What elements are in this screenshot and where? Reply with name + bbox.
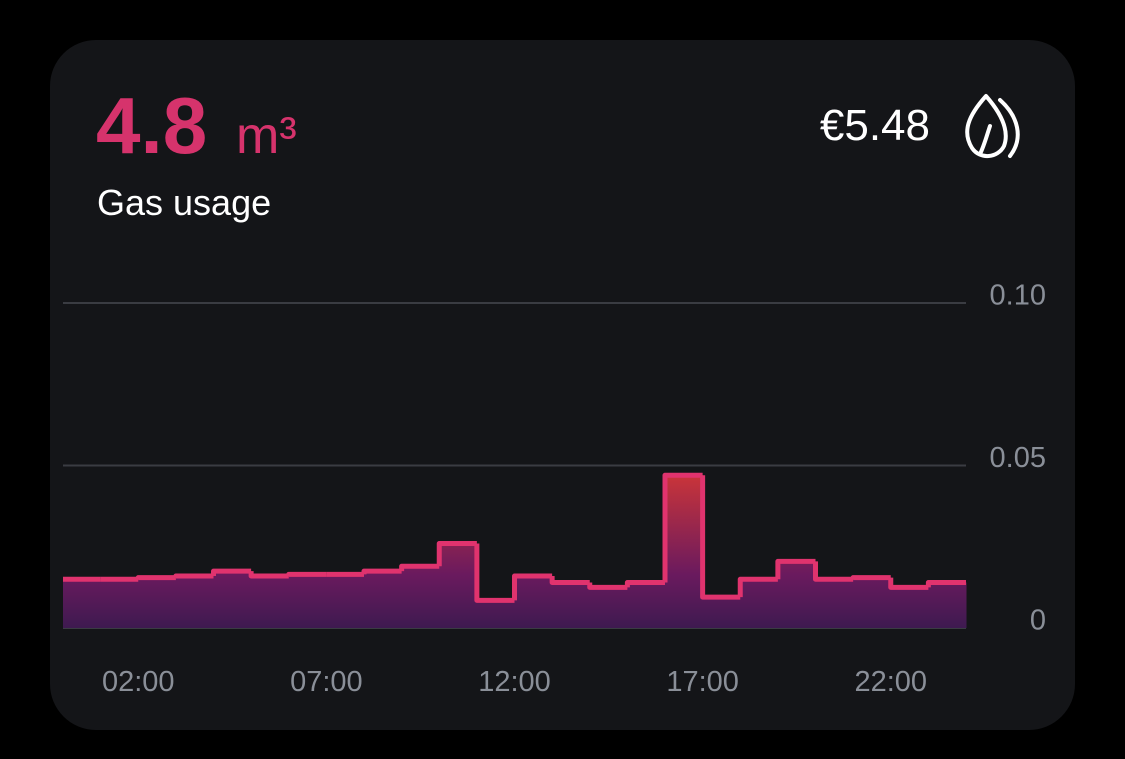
line-step [286, 571, 327, 577]
area-step [702, 597, 741, 628]
line-step [850, 575, 891, 581]
line-step [248, 571, 289, 579]
usage-label: Gas usage [97, 182, 271, 223]
area-step [213, 571, 252, 628]
area-step [890, 587, 929, 628]
line-step [512, 573, 553, 601]
area-step [476, 600, 515, 628]
y-tick-label: 0 [1030, 605, 1046, 637]
area-step [928, 582, 967, 628]
y-tick-label: 0.10 [990, 280, 1046, 312]
area-step [552, 582, 591, 628]
area-step [63, 579, 102, 628]
line-step [549, 576, 590, 585]
line-step [813, 561, 854, 582]
line-step [775, 558, 816, 580]
y-tick-label: 0.05 [990, 442, 1046, 474]
line-step [173, 573, 214, 579]
area-step [138, 577, 177, 628]
line-step [211, 568, 252, 576]
area-step [439, 543, 478, 628]
x-tick-label: 17:00 [666, 666, 739, 698]
area-step [514, 576, 553, 628]
x-tick-label: 12:00 [478, 666, 551, 698]
line-step [737, 576, 778, 598]
plot: 0 0.05 0.10 02:00 07:00 12:00 17:00 22:00 [63, 280, 1046, 698]
cost: €5.48 [820, 101, 930, 150]
area-step [665, 475, 704, 628]
gas-icon [965, 94, 1020, 158]
line-step [888, 577, 929, 590]
x-tick-label: 07:00 [290, 666, 363, 698]
line-step [925, 580, 966, 588]
line-step [624, 580, 665, 588]
area-step [175, 576, 214, 628]
area-step [815, 579, 854, 628]
line-step [436, 541, 477, 567]
x-tick-label: 22:00 [854, 666, 927, 698]
line-step [474, 543, 515, 603]
area-step [589, 587, 628, 628]
line-step [135, 575, 176, 581]
area-step [288, 574, 327, 628]
area-step [740, 579, 779, 628]
line-step [361, 568, 402, 575]
area-step [251, 576, 290, 628]
line-step [662, 472, 703, 583]
x-tick-label: 02:00 [102, 666, 175, 698]
line-step [700, 475, 741, 600]
area-step [326, 574, 365, 628]
area-step [853, 577, 892, 628]
area-step [401, 566, 440, 628]
line-step [587, 582, 628, 590]
usage-unit: m³ [236, 107, 297, 165]
area-step [777, 561, 816, 628]
area-step [100, 579, 139, 628]
card [50, 40, 1075, 730]
usage-value: 4.8 [96, 81, 207, 170]
line-step [399, 563, 440, 572]
area-step [627, 582, 666, 628]
area-step [364, 571, 403, 628]
